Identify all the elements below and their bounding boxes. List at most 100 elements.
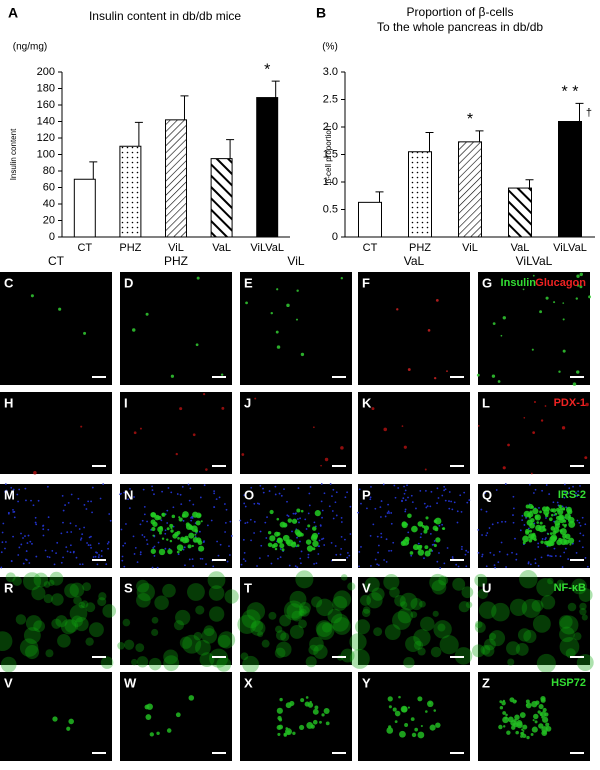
signal xyxy=(525,703,528,706)
nucleus xyxy=(444,499,447,502)
signal xyxy=(102,604,117,618)
signal xyxy=(151,527,156,532)
signal xyxy=(51,593,64,606)
signal xyxy=(403,656,415,669)
micrograph: Z HSP72 xyxy=(478,672,590,761)
nucleus xyxy=(565,506,568,509)
panel-letter: R xyxy=(4,580,14,595)
micrograph-background xyxy=(0,484,112,568)
nucleus xyxy=(360,502,362,505)
signal xyxy=(579,272,583,277)
micrograph: O xyxy=(239,483,352,569)
signal xyxy=(194,533,197,536)
nucleus xyxy=(575,492,577,495)
nucleus xyxy=(288,564,291,567)
nucleus xyxy=(97,542,100,545)
nucleus xyxy=(576,495,579,497)
signal xyxy=(285,727,289,730)
signal xyxy=(419,600,426,608)
nucleus xyxy=(98,554,100,556)
nucleus xyxy=(321,509,324,512)
nucleus xyxy=(130,497,133,500)
signal xyxy=(399,730,406,738)
nucleus xyxy=(322,537,325,540)
signal xyxy=(166,538,169,541)
nucleus xyxy=(34,521,37,524)
nucleus xyxy=(2,522,5,525)
y-tick-label: 0 xyxy=(49,231,55,243)
signal xyxy=(529,522,535,529)
signal xyxy=(52,716,58,722)
signal xyxy=(428,548,433,552)
signal xyxy=(536,521,540,524)
signal xyxy=(349,633,367,651)
nucleus xyxy=(244,560,247,562)
nucleus xyxy=(318,545,321,548)
signal xyxy=(530,505,534,509)
signal xyxy=(299,608,307,616)
signal xyxy=(519,570,538,589)
signal xyxy=(175,609,191,626)
signal xyxy=(435,537,441,543)
nucleus xyxy=(349,505,352,508)
stain-label: Insulin xyxy=(501,277,537,289)
nucleus xyxy=(485,510,488,513)
nucleus xyxy=(380,532,383,535)
nucleus xyxy=(67,501,70,504)
signal xyxy=(279,543,285,549)
nucleus xyxy=(90,500,93,503)
signal xyxy=(364,577,380,593)
nucleus xyxy=(60,561,63,564)
nucleus xyxy=(340,536,343,538)
nucleus xyxy=(577,493,579,496)
signal xyxy=(305,696,309,699)
signal xyxy=(568,537,575,544)
nucleus xyxy=(321,538,323,541)
nucleus xyxy=(243,551,246,554)
nucleus xyxy=(335,491,338,494)
signal xyxy=(276,288,279,291)
nucleus xyxy=(574,495,577,498)
nucleus xyxy=(459,494,462,497)
nucleus xyxy=(132,535,135,538)
signal xyxy=(275,630,287,641)
signal xyxy=(305,539,312,545)
signal xyxy=(144,704,150,710)
signal xyxy=(198,513,202,518)
signal xyxy=(286,603,302,619)
signal xyxy=(289,700,295,707)
signal xyxy=(279,697,283,702)
signal xyxy=(311,596,323,608)
nucleus xyxy=(277,557,279,560)
nucleus xyxy=(346,552,349,554)
signal xyxy=(431,580,447,595)
signal xyxy=(182,634,202,654)
bar xyxy=(558,121,582,238)
nucleus xyxy=(385,561,388,563)
nucleus xyxy=(79,538,82,541)
micrograph: H xyxy=(0,392,112,475)
nucleus xyxy=(441,523,444,526)
nucleus xyxy=(344,538,346,541)
nucleus xyxy=(496,521,499,524)
micrograph: G Insulin Glucagon xyxy=(476,272,592,386)
nucleus xyxy=(122,544,125,547)
signal xyxy=(410,598,423,611)
signal xyxy=(277,732,281,736)
signal xyxy=(315,620,333,637)
nucleus xyxy=(561,505,564,508)
signal xyxy=(254,397,257,400)
signal xyxy=(562,318,565,321)
nucleus xyxy=(34,516,37,519)
signal xyxy=(559,626,575,643)
nucleus xyxy=(219,543,222,546)
nucleus xyxy=(213,492,216,495)
nucleus xyxy=(390,512,393,514)
nucleus xyxy=(228,545,230,548)
signal xyxy=(237,614,257,635)
signal xyxy=(171,514,176,519)
signal xyxy=(0,631,13,652)
signal xyxy=(514,700,517,703)
signal xyxy=(151,628,159,637)
nucleus xyxy=(419,489,422,492)
